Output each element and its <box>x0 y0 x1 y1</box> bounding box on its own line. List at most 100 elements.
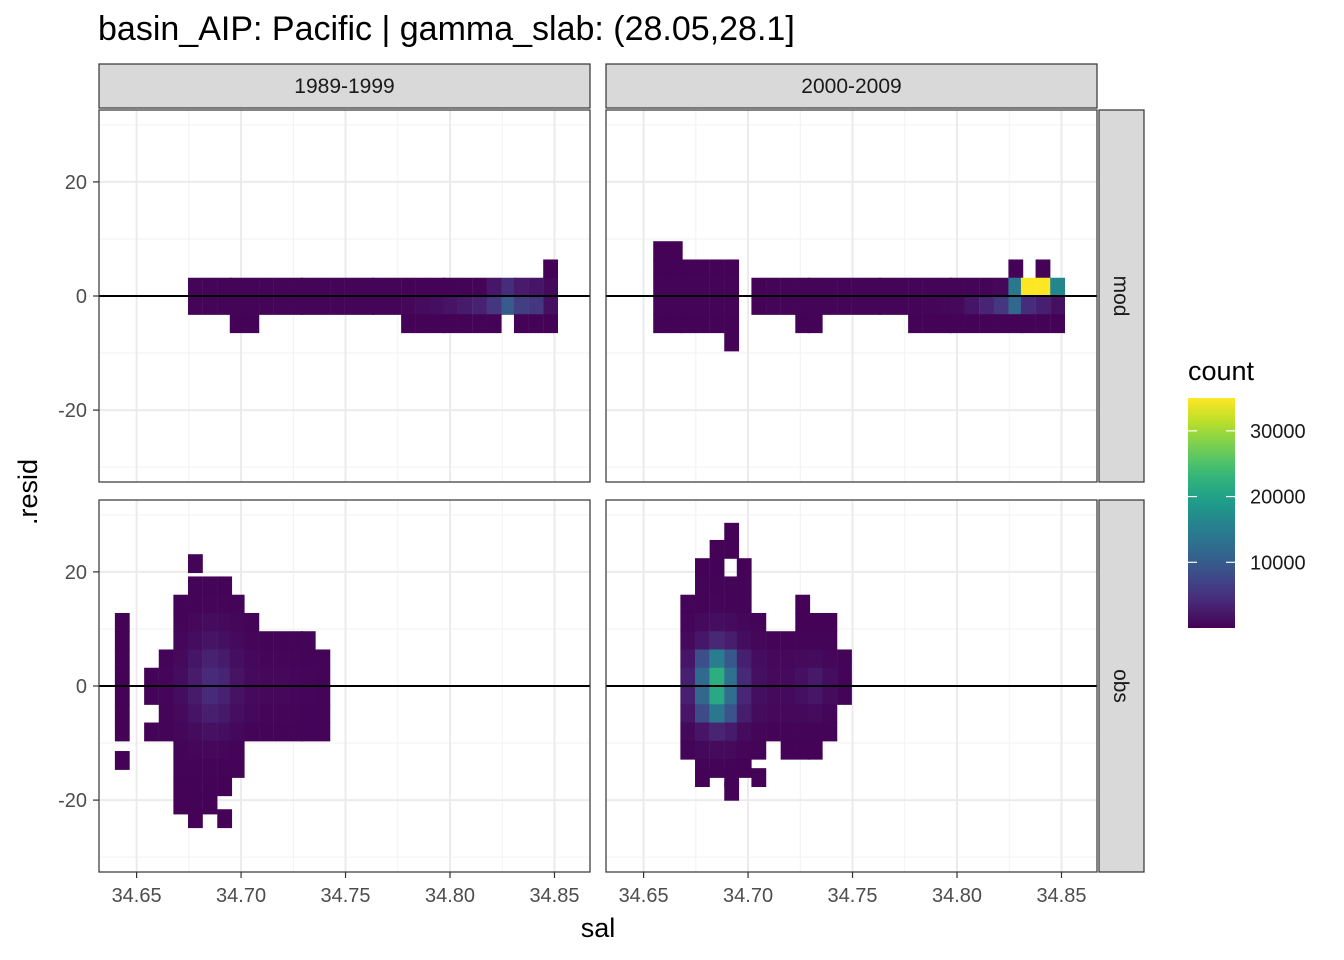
heatmap-cell <box>401 277 416 297</box>
heatmap-cell <box>766 296 781 315</box>
heatmap-cell <box>695 576 710 596</box>
heatmap-cell <box>667 296 683 315</box>
facet-strip-row <box>1098 109 1145 483</box>
heatmap-cell <box>736 576 752 596</box>
heatmap-cell <box>709 612 725 632</box>
heatmap-cell <box>795 296 811 315</box>
heatmap-cell <box>822 686 838 705</box>
heatmap-cell <box>486 277 502 297</box>
heatmap-cell <box>442 296 458 315</box>
heatmap-cell <box>736 722 752 742</box>
heatmap-cell <box>202 795 218 815</box>
heatmap-cell <box>430 314 446 334</box>
heatmap-cell <box>442 277 458 297</box>
heatmap-cell <box>472 296 487 315</box>
heatmap-cell <box>158 667 174 687</box>
heatmap-cell <box>795 277 811 297</box>
heatmap-cell <box>751 722 767 742</box>
heatmap-cell <box>202 759 218 778</box>
heatmap-cell <box>288 704 304 724</box>
heatmap-cell <box>315 296 331 315</box>
heatmap-cell <box>188 277 203 297</box>
heatmap-cell <box>736 740 752 760</box>
heatmap-cell <box>807 296 823 315</box>
heatmap-cell <box>709 576 725 596</box>
heatmap-cell <box>807 686 823 705</box>
heatmap-cell <box>709 296 725 315</box>
heatmap-cell <box>837 649 852 669</box>
heatmap-cell <box>795 667 811 687</box>
heatmap-cell <box>217 667 233 687</box>
heatmap-cell <box>751 686 767 705</box>
heatmap-cell <box>837 686 852 705</box>
heatmap-cell <box>709 539 725 559</box>
heatmap-cell <box>442 314 458 334</box>
heatmap-cell <box>415 296 431 315</box>
legend-tick-label: 10000 <box>1250 552 1306 574</box>
heatmap-cell <box>315 277 331 297</box>
heatmap-cell <box>415 314 431 334</box>
heatmap-cell <box>543 259 559 279</box>
heatmap-cell <box>807 704 823 724</box>
heatmap-cell <box>188 704 203 724</box>
heatmap-cell <box>202 594 218 614</box>
heatmap-cell <box>288 649 304 669</box>
heatmap-cell <box>1050 277 1066 297</box>
heatmap-cell <box>188 594 203 614</box>
heatmap-cell <box>244 277 260 297</box>
heatmap-cell <box>259 296 274 315</box>
heatmap-cell <box>667 259 683 279</box>
heatmap-cell <box>472 314 487 334</box>
heatmap-cell <box>315 686 331 705</box>
heatmap-cell <box>457 314 473 334</box>
heatmap-cell <box>173 594 189 614</box>
heatmap-cell <box>736 704 752 724</box>
heatmap-cell <box>202 704 218 724</box>
heatmap-cell <box>300 296 316 315</box>
heatmap-cell <box>908 277 923 297</box>
chart-title: basin_AIP: Pacific | gamma_slab: (28.05,… <box>98 10 795 48</box>
heatmap-cell <box>807 667 823 687</box>
heatmap-cell <box>188 612 203 632</box>
heatmap-cell <box>229 704 245 724</box>
y-tick-label: -20 <box>58 400 87 422</box>
heatmap-cell <box>259 649 274 669</box>
heatmap-cell <box>513 296 529 315</box>
facet-strip-row-label: mod <box>1109 276 1132 317</box>
heatmap-cell <box>300 649 316 669</box>
heatmap-cell <box>837 296 852 315</box>
heatmap-cell <box>724 314 740 334</box>
facet-strip-col <box>98 63 591 109</box>
heatmap-cell <box>217 777 233 797</box>
heatmap-cell <box>1020 314 1036 334</box>
heatmap-cell <box>724 722 740 742</box>
heatmap-cell <box>173 759 189 778</box>
heatmap-cell <box>724 332 740 352</box>
heatmap-cell <box>993 314 1009 334</box>
heatmap-cell <box>229 296 245 315</box>
heatmap-cell <box>229 277 245 297</box>
heatmap-cell <box>543 314 559 334</box>
heatmap-cell <box>244 704 260 724</box>
heatmap-cell <box>173 631 189 651</box>
heatmap-cell <box>259 631 274 651</box>
heatmap-cell <box>188 777 203 797</box>
heatmap-cell <box>851 296 867 315</box>
heatmap-cell <box>202 667 218 687</box>
heatmap-cell <box>822 612 838 632</box>
heatmap-cell <box>695 594 710 614</box>
heatmap-cell <box>680 296 696 315</box>
heatmap-cell <box>229 667 245 687</box>
heatmap-cell <box>528 277 544 297</box>
heatmap-cell <box>680 667 696 687</box>
heatmap-cell <box>217 686 233 705</box>
heatmap-cell <box>315 649 331 669</box>
heatmap-cell <box>217 704 233 724</box>
heatmap-cell <box>964 314 980 334</box>
heatmap-cell <box>217 759 233 778</box>
heatmap-cell <box>330 277 345 297</box>
heatmap-cell <box>709 686 725 705</box>
heatmap-cell <box>173 612 189 632</box>
heatmap-cell <box>188 631 203 651</box>
heatmap-cell <box>386 277 402 297</box>
